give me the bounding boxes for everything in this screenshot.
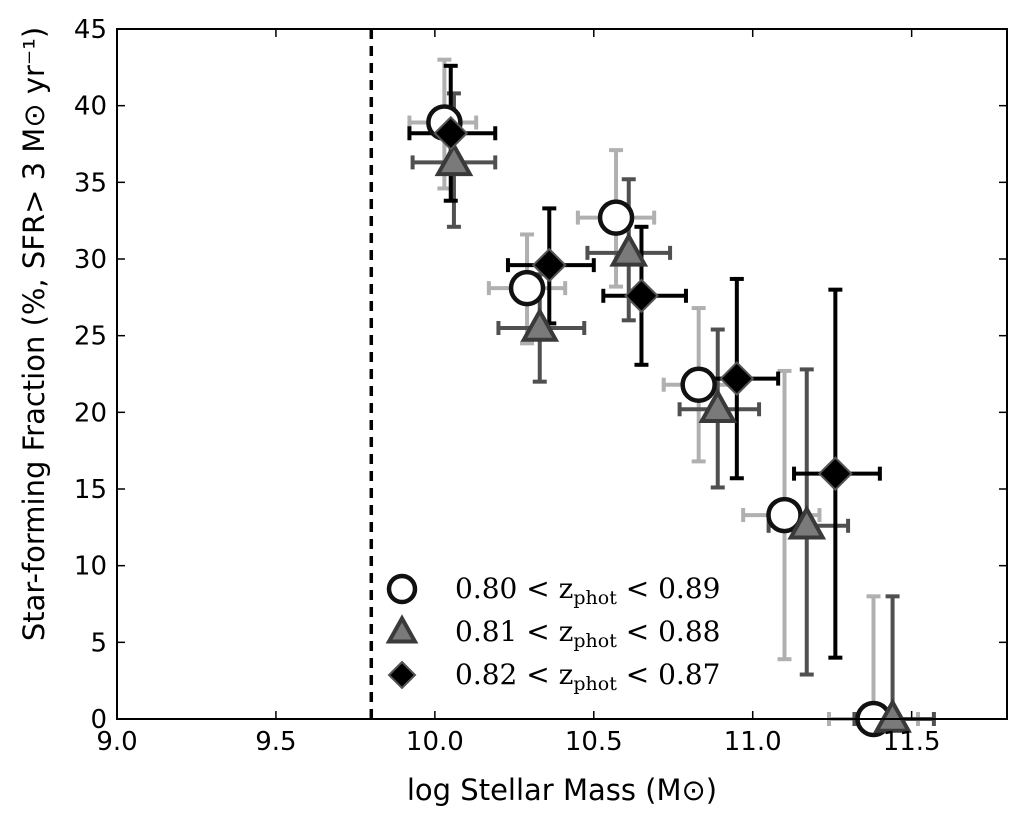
y-tick-label: 35 [74, 168, 107, 198]
legend-label-sub: phot [573, 673, 617, 695]
data-point [433, 115, 469, 151]
legend-marker-diamond [387, 660, 417, 690]
data-point [787, 504, 827, 540]
legend-label-main: 0.81 < z [455, 615, 573, 648]
data-point [531, 247, 567, 283]
legend-label-tail: < 0.87 [617, 658, 721, 691]
x-tick-label: 11.0 [724, 727, 782, 757]
x-tick-label: 9.5 [255, 727, 296, 757]
markers-diamond [433, 115, 853, 492]
data-point [609, 231, 649, 267]
legend-label-main: 0.82 < z [455, 658, 573, 691]
legend-label: 0.80 < zphot < 0.89 [455, 572, 720, 609]
data-point [624, 278, 659, 314]
data-point [680, 366, 717, 403]
y-tick-label: 45 [74, 15, 107, 45]
data-point [508, 269, 546, 307]
plot-frame [116, 28, 1008, 720]
data-point [873, 698, 912, 733]
legend-label: 0.82 < zphot < 0.87 [455, 658, 720, 695]
x-tick-label: 9.0 [96, 727, 137, 757]
axis-ticks: 9.0 9.5 10.0 10.5 11.0 11.5 0 5 10 15 20 25 30 35 40 45 [74, 15, 1007, 757]
y-tick-label: 10 [74, 552, 107, 582]
y-tick-label: 25 [74, 322, 107, 352]
y-tick-label: 30 [74, 245, 107, 275]
legend-label-tail: < 0.88 [617, 615, 721, 648]
data-point [597, 199, 635, 236]
legend-label-main: 0.80 < z [455, 572, 573, 605]
y-tick-label: 5 [90, 628, 107, 658]
y-axis-label: Star-forming Fraction (%, SFR> 3 M⊙ yr⁻¹… [17, 27, 51, 641]
series-diamond [407, 63, 882, 660]
data-point [520, 307, 560, 342]
y-tick-label: 20 [74, 398, 107, 428]
legend-label-sub: phot [573, 630, 617, 652]
legend-marker-circle [386, 573, 418, 605]
x-tick-label: 10.0 [406, 727, 464, 757]
legend-label: 0.81 < zphot < 0.88 [455, 615, 720, 652]
x-tick-label: 10.5 [565, 727, 623, 757]
data-point [698, 388, 738, 424]
legend-label-sub: phot [573, 587, 617, 609]
x-axis-label: log Stellar Mass (M⊙) [407, 773, 717, 807]
data-point [434, 141, 474, 177]
y-tick-label: 40 [74, 92, 107, 122]
data-point [817, 456, 853, 492]
x-tick-label: 11.5 [883, 727, 941, 757]
y-tick-label: 0 [90, 705, 107, 735]
legend-label-tail: < 0.89 [617, 572, 721, 605]
data-point [719, 361, 755, 397]
legend: 0.80 < zphot < 0.890.81 < zphot < 0.880.… [385, 572, 720, 695]
legend-marker-triangle [385, 614, 419, 644]
y-tick-label: 15 [74, 475, 107, 505]
markers-triangle [434, 141, 912, 733]
data-point [766, 496, 803, 534]
